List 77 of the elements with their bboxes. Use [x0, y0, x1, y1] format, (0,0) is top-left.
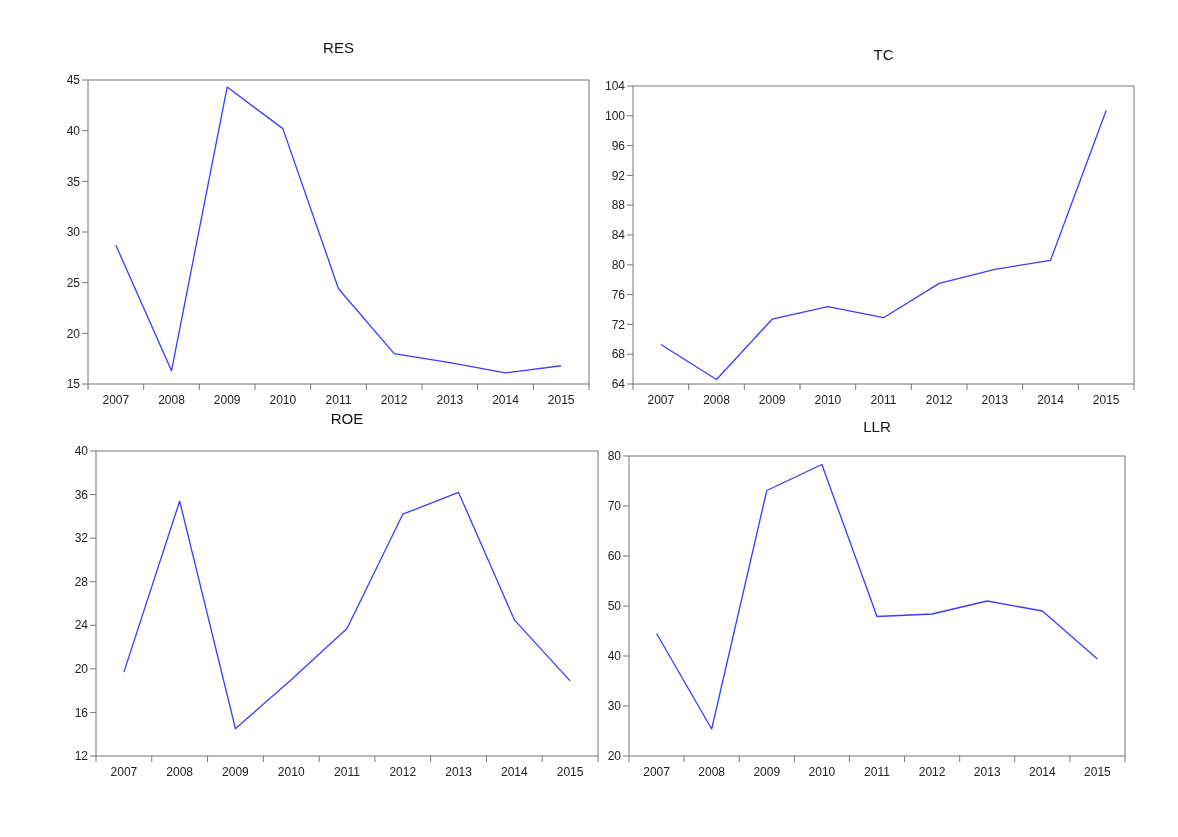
x-tick-label: 2007 — [102, 393, 130, 407]
y-tick-label: 35 — [66, 174, 81, 189]
y-tick-label: 45 — [66, 73, 81, 88]
chart-title: ROE — [330, 410, 364, 427]
x-tick-label: 2010 — [269, 393, 297, 407]
y-tick-label: 80 — [607, 449, 622, 464]
y-tick-label: 24 — [74, 618, 89, 633]
x-tick-label: 2015 — [556, 765, 584, 779]
x-tick-label: 2007 — [647, 393, 675, 407]
y-tick-label: 12 — [74, 749, 89, 764]
x-tick-label: 2014 — [1037, 393, 1065, 407]
y-tick-label: 96 — [611, 138, 626, 153]
x-tick-label: 2010 — [277, 765, 305, 779]
x-tick-label: 2015 — [1092, 393, 1120, 407]
y-tick-label: 92 — [611, 168, 626, 183]
y-tick-label: 64 — [611, 377, 626, 392]
y-tick-label: 70 — [607, 499, 622, 514]
x-tick-label: 2009 — [222, 765, 250, 779]
line-series — [655, 463, 1099, 730]
y-tick-label: 84 — [611, 228, 626, 243]
x-tick-label: 2011 — [325, 393, 352, 407]
x-tick-label: 2010 — [814, 393, 842, 407]
y-tick-label: 20 — [66, 326, 81, 341]
y-tick-label: 76 — [611, 287, 626, 302]
x-tick-label: 2013 — [981, 393, 1009, 407]
y-tick-label: 80 — [611, 258, 626, 272]
x-tick-label: 2013 — [445, 765, 473, 779]
y-tick-label: 20 — [607, 749, 622, 764]
x-tick-label: 2009 — [753, 765, 781, 779]
y-tick-label: 30 — [66, 225, 81, 240]
y-tick-label: 40 — [607, 649, 622, 664]
x-tick-label: 2008 — [703, 393, 731, 407]
x-tick-label: 2011 — [870, 393, 897, 407]
y-tick-label: 88 — [611, 198, 626, 213]
line-series — [115, 86, 562, 374]
x-tick-label: 2012 — [925, 393, 953, 407]
line-series — [660, 109, 1107, 381]
y-tick-label: 100 — [604, 109, 626, 123]
y-tick-label: 25 — [66, 275, 81, 290]
x-tick-label: 2007 — [643, 765, 671, 779]
x-tick-label: 2008 — [166, 765, 194, 779]
y-tick-label: 50 — [607, 599, 622, 614]
y-tick-label: 30 — [607, 699, 622, 714]
y-tick-label: 40 — [66, 123, 81, 138]
x-tick-label: 2014 — [492, 393, 520, 407]
chart-title: LLR — [863, 418, 891, 435]
x-tick-label: 2012 — [918, 765, 946, 779]
x-tick-label: 2013 — [436, 393, 464, 407]
y-tick-label: 16 — [74, 705, 89, 720]
y-tick-label: 28 — [74, 574, 89, 589]
y-tick-label: 32 — [74, 531, 89, 546]
x-tick-label: 2011 — [334, 765, 361, 779]
x-tick-label: 2015 — [547, 393, 575, 407]
x-tick-label: 2009 — [758, 393, 786, 407]
x-tick-label: 2011 — [864, 765, 891, 779]
y-tick-label: 72 — [611, 317, 626, 332]
x-tick-label: 2014 — [500, 765, 528, 779]
x-tick-label: 2015 — [1084, 765, 1112, 779]
x-tick-label: 2014 — [1028, 765, 1056, 779]
chart-title: RES — [323, 39, 354, 56]
y-tick-label: 60 — [607, 549, 622, 564]
x-tick-label: 2013 — [973, 765, 1001, 779]
x-tick-label: 2010 — [808, 765, 836, 779]
y-tick-label: 68 — [611, 347, 626, 362]
y-tick-label: 40 — [74, 444, 89, 459]
y-tick-label: 104 — [604, 79, 626, 94]
x-tick-label: 2008 — [698, 765, 726, 779]
x-tick-label: 2008 — [158, 393, 186, 407]
chart-title: TC — [873, 46, 894, 63]
x-tick-label: 2012 — [389, 765, 417, 779]
line-series — [123, 491, 571, 730]
x-tick-label: 2012 — [380, 393, 408, 407]
y-tick-label: 36 — [74, 487, 89, 502]
x-tick-label: 2009 — [213, 393, 241, 407]
y-tick-label: 20 — [74, 662, 89, 677]
y-tick-label: 15 — [66, 377, 81, 392]
x-tick-label: 2007 — [110, 765, 138, 779]
